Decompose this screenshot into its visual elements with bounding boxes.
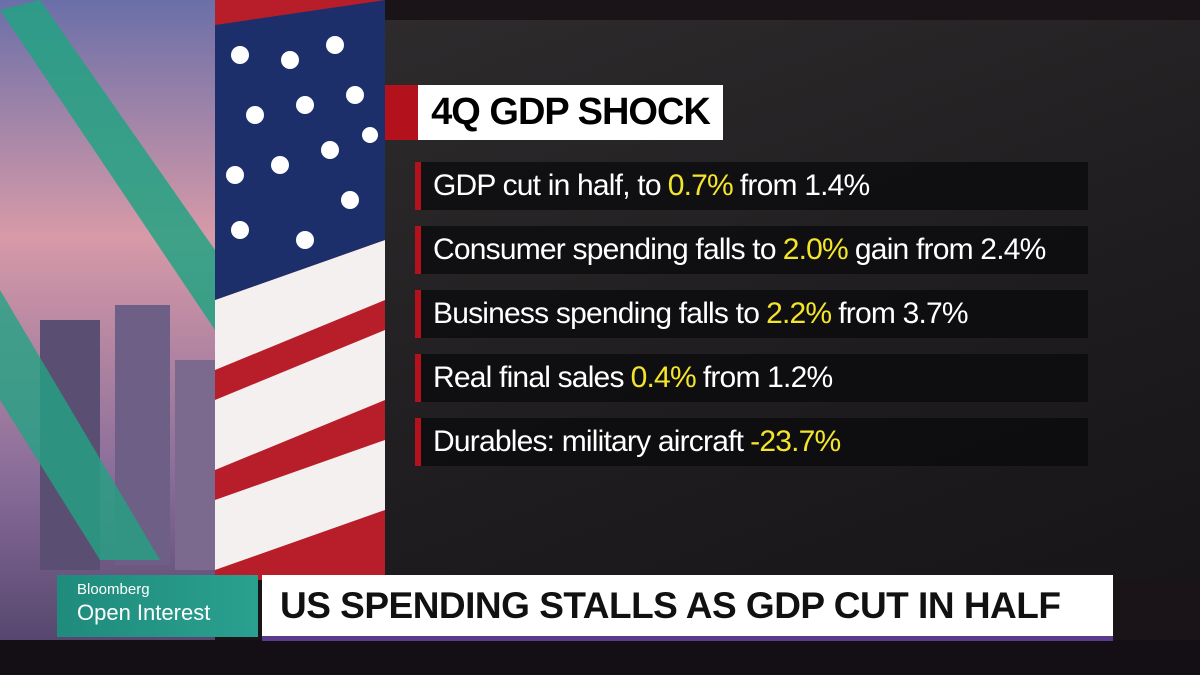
title: 4Q GDP SHOCK <box>418 85 723 140</box>
program: Open Interest <box>77 600 211 625</box>
row: Business spending falls to 2.2% from 3.7% <box>415 290 1088 338</box>
row-text: from 1.2% <box>702 361 833 394</box>
row: Real final sales 0.4% from 1.2% <box>415 354 1088 402</box>
figure: -23.7% <box>750 425 841 458</box>
row-text: Real final sales <box>433 361 624 394</box>
title-accent <box>385 85 418 140</box>
figure: 0.4% <box>630 361 697 394</box>
row-text: Consumer spending falls to <box>433 233 777 266</box>
row-text: GDP cut in half, to <box>433 169 662 202</box>
show-tag: Bloomberg Open Interest <box>57 575 258 637</box>
row-text: from 3.7% <box>838 297 968 330</box>
row: Consumer spending falls to 2.0% gain from … <box>415 226 1088 274</box>
row-text: Durables: military aircraft <box>433 425 744 458</box>
network: Bloomberg <box>77 581 150 598</box>
figure: 2.0% <box>782 233 849 266</box>
headline: US SPENDING STALLS AS GDP CUT IN HALF <box>262 575 1113 641</box>
row-text: Business spending falls to <box>433 297 760 330</box>
row-text: from 1.4% <box>739 169 870 202</box>
row: Durables: military aircraft -23.7% <box>415 418 1088 466</box>
row-text: gain from 2.4% <box>854 233 1046 266</box>
row: GDP cut in half, to 0.7% from 1.4% <box>415 162 1088 210</box>
figure: 0.7% <box>667 169 734 202</box>
figure: 2.2% <box>766 297 832 330</box>
